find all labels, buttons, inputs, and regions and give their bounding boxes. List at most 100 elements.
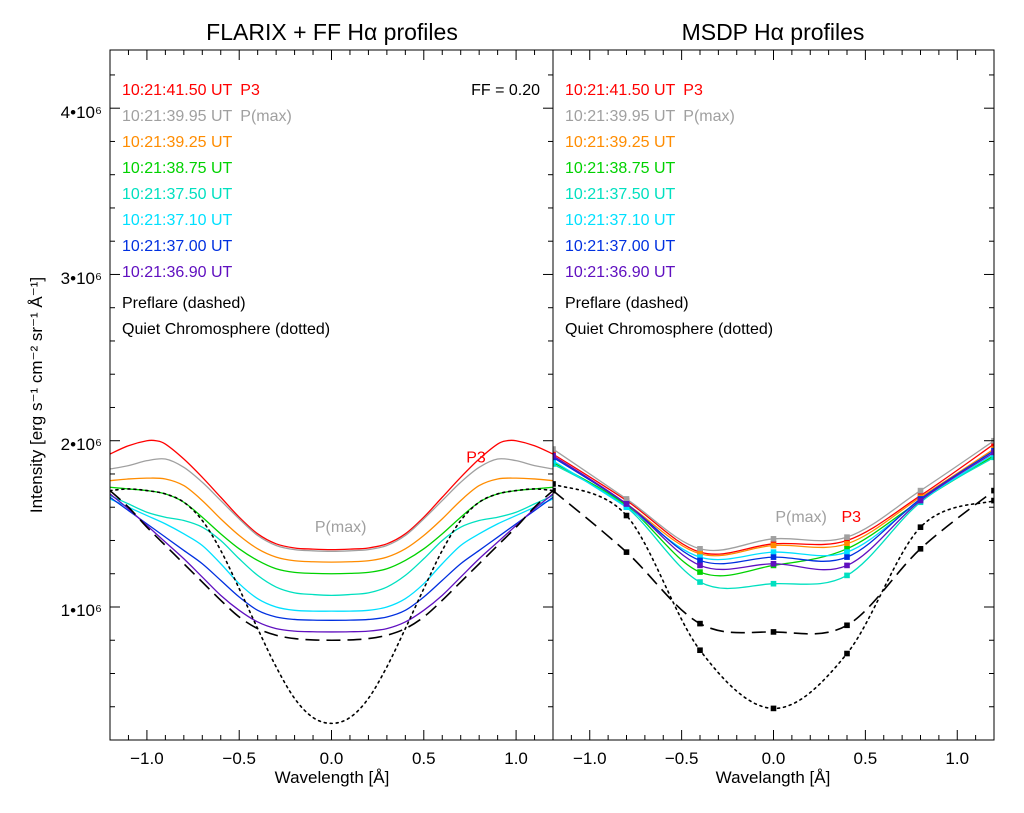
data-point (991, 454, 994, 461)
data-point (697, 550, 703, 557)
data-point (770, 560, 777, 567)
data-point (623, 504, 630, 511)
data-point (553, 446, 556, 452)
data-point (697, 557, 703, 564)
panel-msdp: MSDP Hα profiles −1.0 −0.5 0.0 0.5 1.0 P(max)… (552, 19, 995, 787)
legend-entry: 10:21:37.50 UT (122, 186, 233, 203)
ff-annotation: FF = 0.20 (471, 82, 540, 99)
x-tick-label: 1.0 (945, 749, 969, 768)
legend-note-quiet: Quiet Chromosphere (dotted) (565, 321, 773, 338)
plot-area-msdp: −1.0 −0.5 0.0 0.5 1.0 P(max) P3 (552, 49, 995, 768)
curve-label: P(max) (775, 509, 827, 526)
x-tick-label: −0.5 (665, 749, 699, 768)
y-tick-label-3: 3•10⁶ (61, 269, 102, 288)
series-line-profile (110, 494, 553, 597)
data-point (553, 481, 556, 487)
data-point (844, 622, 850, 629)
data-point (553, 461, 556, 467)
data-point (844, 537, 850, 544)
x-tick-label: 0.0 (320, 749, 344, 768)
data-point (770, 705, 777, 712)
series-line-profile (110, 486, 553, 575)
data-point (844, 549, 850, 555)
data-point (991, 441, 994, 447)
data-point (770, 629, 777, 635)
data-point (697, 554, 703, 560)
data-point (844, 562, 850, 569)
data-point (991, 487, 994, 494)
x-tick-label: 0.5 (412, 749, 436, 768)
x-tick-label: 0.5 (854, 749, 878, 768)
x-tick-label: 1.0 (504, 749, 528, 768)
legend-entry: 10:21:41.50 UT P3 (122, 82, 260, 99)
x-tick-label: −1.0 (573, 749, 607, 768)
panel-flarix: FLARIX + FF Hα profiles −1.0 −0.5 0.0 0.5 1.… (109, 19, 554, 787)
x-axis-label-flarix: Wavelength [Å] (275, 768, 390, 787)
data-point (553, 452, 556, 459)
curve-label: P3 (466, 449, 486, 466)
panel-title-msdp: MSDP Hα profiles (682, 19, 865, 45)
data-point (697, 546, 703, 552)
legend-entry: 10:21:36.90 UT (565, 264, 676, 281)
x-tick-label: −0.5 (222, 749, 256, 768)
data-point (844, 650, 850, 657)
series-line-quiet-chromosphere (110, 488, 553, 725)
data-point (844, 541, 850, 547)
y-tick-labels: 1•10⁶ 2•10⁶ 3•10⁶ 4•10⁶ (61, 103, 102, 620)
legend-entry: 10:21:39.95 UT P(max) (565, 108, 735, 125)
data-point (623, 496, 630, 502)
data-point (770, 542, 777, 549)
data-point (697, 620, 703, 627)
data-point (991, 449, 994, 456)
data-point (697, 647, 703, 654)
legend-flarix: 10:21:41.50 UT P3 10:21:39.95 UT P(max) 10… (122, 82, 330, 338)
plot-frame (552, 49, 995, 741)
series-line-profile (110, 493, 553, 633)
data-point (697, 569, 703, 575)
legend-note-preflare: Preflare (dashed) (122, 295, 246, 312)
panel-title-flarix: FLARIX + FF Hα profiles (206, 19, 458, 45)
legend-entry: 10:21:37.10 UT (565, 212, 676, 229)
plot-area-flarix: −1.0 −0.5 0.0 0.5 1.0 P3 P(max) (109, 49, 554, 768)
data-point (844, 534, 850, 540)
series-line-preflare (110, 490, 553, 642)
series-line-quiet-chromosphere (553, 483, 994, 710)
plot-frame (109, 49, 554, 741)
data-point (623, 512, 630, 519)
series-line-profile (553, 456, 994, 590)
data-point (553, 487, 556, 494)
legend-entry: 10:21:37.50 UT (565, 186, 676, 203)
data-point (844, 554, 850, 560)
legend-entry: 10:21:36.90 UT (122, 264, 233, 281)
legend-entry: 10:21:39.25 UT (122, 134, 233, 151)
legend-entry: 10:21:37.10 UT (122, 212, 233, 229)
data-point (917, 497, 924, 504)
data-point (697, 579, 703, 585)
data-point (770, 536, 777, 542)
curve-label: P(max) (315, 519, 367, 536)
series-line-profile (110, 496, 553, 621)
y-tick-label-1: 1•10⁶ (61, 601, 102, 620)
legend-entry: 10:21:37.00 UT (565, 238, 676, 255)
legend-note-quiet: Quiet Chromosphere (dotted) (122, 321, 330, 338)
series-line-profile (110, 439, 553, 551)
data-point (844, 546, 850, 552)
legend-entry: 10:21:38.75 UT (122, 160, 233, 177)
data-point (770, 580, 777, 587)
x-tick-label: 0.0 (762, 749, 786, 768)
legend-entry: 10:21:41.50 UT P3 (565, 82, 703, 99)
legend-entry: 10:21:39.25 UT (565, 134, 676, 151)
series-line-profile (110, 498, 553, 612)
legend-entry: 10:21:37.00 UT (122, 238, 233, 255)
data-point (697, 562, 703, 569)
data-point (770, 554, 777, 560)
data-point (623, 549, 630, 555)
legend-entry: 10:21:38.75 UT (565, 160, 676, 177)
data-point (991, 497, 994, 504)
data-point (917, 487, 924, 494)
data-point (623, 501, 630, 507)
x-tick-label: −1.0 (130, 749, 164, 768)
legend-entry: 10:21:39.95 UT P(max) (122, 108, 292, 125)
series-line-profile (110, 457, 553, 552)
